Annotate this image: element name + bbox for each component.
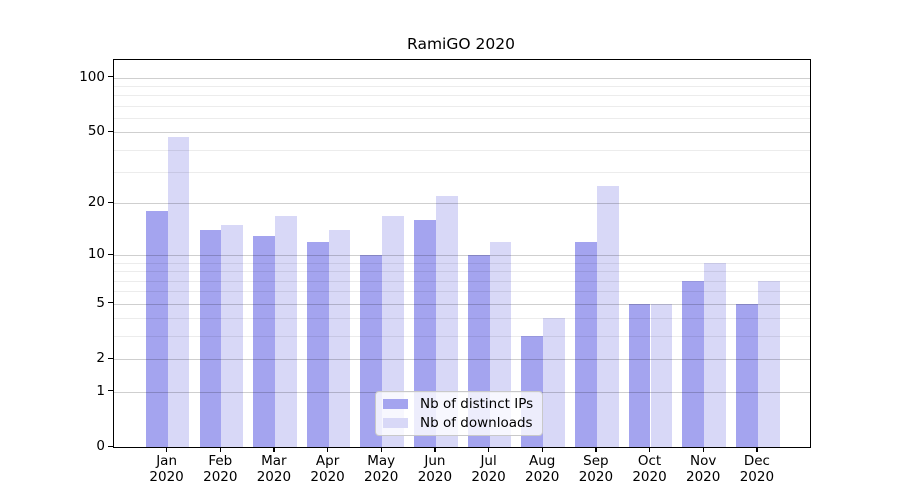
- gridline-minor-70: [114, 105, 810, 107]
- x-axis-label-oct: Oct 2020: [632, 453, 667, 485]
- x-axis-label-aug: Aug 2020: [525, 453, 560, 485]
- gridline-minor-80: [114, 95, 810, 97]
- x-tick-mark-mar: [273, 447, 275, 452]
- bar-distinct-ips-dec: [736, 303, 758, 447]
- x-axis-label-sep: Sep 2020: [578, 453, 614, 485]
- y-axis-label-50: 50: [87, 123, 105, 140]
- gridline-minor-7: [114, 280, 810, 282]
- gridline-minor-4: [114, 318, 810, 320]
- x-tick-mark-oct: [649, 447, 651, 452]
- bar-distinct-ips-nov: [682, 280, 705, 447]
- bar-distinct-ips-apr: [306, 241, 329, 447]
- x-tick-mark-may: [380, 447, 382, 452]
- bar-downloads-jan: [167, 137, 190, 447]
- gridline-major-10: [114, 255, 810, 257]
- gridline-minor-60: [114, 118, 810, 119]
- gridline-minor-8: [114, 271, 810, 273]
- bar-downloads-dec: [757, 280, 780, 447]
- y-axis-label-2: 2: [96, 350, 105, 367]
- gridline-minor-6: [114, 291, 810, 293]
- x-axis-label-nov: Nov 2020: [686, 453, 721, 485]
- bar-downloads-apr: [328, 230, 351, 447]
- x-tick-mark-sep: [595, 447, 597, 452]
- plot-area: [113, 59, 811, 448]
- x-tick-mark-aug: [541, 447, 543, 452]
- x-axis-label-apr: Apr 2020: [310, 453, 345, 485]
- x-axis-label-jun: Jun 2020: [417, 453, 453, 485]
- legend-item-distinct-ips: Nb of distinct IPs: [383, 396, 535, 412]
- y-tick-mark-0: [108, 445, 113, 447]
- bar-distinct-ips-jun: [414, 220, 436, 447]
- y-tick-mark-5: [108, 302, 113, 304]
- chart-title: RamiGO 2020: [407, 35, 515, 53]
- bar-downloads-sep: [596, 186, 619, 447]
- x-tick-mark-feb: [219, 447, 222, 452]
- legend-swatch-downloads: [383, 418, 408, 428]
- bar-downloads-nov: [704, 262, 726, 447]
- legend: Nb of distinct IPs Nb of downloads: [375, 391, 543, 436]
- x-tick-mark-nov: [702, 447, 704, 452]
- x-axis-label-may: May 2020: [364, 453, 399, 485]
- x-axis-label-dec: Dec 2020: [739, 453, 775, 485]
- y-tick-mark-10: [108, 253, 113, 255]
- x-axis-label-jan: Jan 2020: [149, 453, 184, 485]
- x-axis-label-mar: Mar 2020: [256, 453, 292, 485]
- x-tick-mark-jul: [488, 447, 490, 452]
- x-tick-mark-dec: [756, 447, 758, 452]
- y-tick-mark-50: [108, 130, 113, 133]
- legend-label-downloads: Nb of downloads: [420, 415, 533, 431]
- bar-distinct-ips-oct: [628, 303, 651, 447]
- gridline-major-100: [114, 77, 810, 79]
- bar-downloads-aug: [543, 318, 565, 447]
- bar-distinct-ips-sep: [575, 241, 597, 447]
- y-tick-mark-1: [108, 390, 113, 392]
- x-tick-mark-jun: [434, 447, 436, 452]
- legend-swatch-distinct-ips: [383, 399, 408, 409]
- gridline-major-20: [114, 203, 810, 205]
- x-axis-label-feb: Feb 2020: [203, 453, 238, 485]
- bar-distinct-ips-mar: [253, 235, 275, 447]
- gridline-minor-30: [114, 172, 810, 174]
- gridline-major-50: [114, 132, 810, 134]
- bar-downloads-may: [382, 215, 404, 447]
- y-tick-mark-20: [108, 201, 113, 204]
- legend-item-downloads: Nb of downloads: [383, 415, 535, 431]
- y-axis-label-100: 100: [79, 68, 105, 85]
- bar-distinct-ips-jan: [145, 211, 168, 447]
- y-axis-label-0: 0: [96, 438, 105, 454]
- y-axis-label-10: 10: [87, 246, 105, 263]
- x-tick-mark-apr: [327, 447, 329, 452]
- bar-downloads-oct: [650, 303, 673, 447]
- legend-label-distinct-ips: Nb of distinct IPs: [420, 396, 534, 412]
- gridline-minor-3: [114, 336, 810, 338]
- x-tick-mark-jan: [166, 447, 168, 452]
- x-axis-label-jul: Jul 2020: [471, 453, 506, 485]
- y-axis-label-1: 1: [96, 382, 105, 399]
- y-tick-mark-2: [108, 357, 113, 359]
- y-tick-mark-100: [108, 76, 113, 78]
- gridline-major-2: [114, 359, 810, 361]
- y-axis-label-20: 20: [87, 194, 105, 211]
- gridline-minor-90: [114, 86, 810, 87]
- bar-downloads-mar: [274, 215, 297, 447]
- gridline-minor-40: [114, 149, 810, 151]
- bar-downloads-feb: [221, 225, 244, 447]
- gridline-minor-9: [114, 262, 810, 264]
- y-axis-label-5: 5: [96, 294, 105, 311]
- gridline-major-5: [114, 303, 810, 305]
- bar-downloads-jun: [435, 196, 458, 447]
- bar-distinct-ips-feb: [199, 230, 222, 447]
